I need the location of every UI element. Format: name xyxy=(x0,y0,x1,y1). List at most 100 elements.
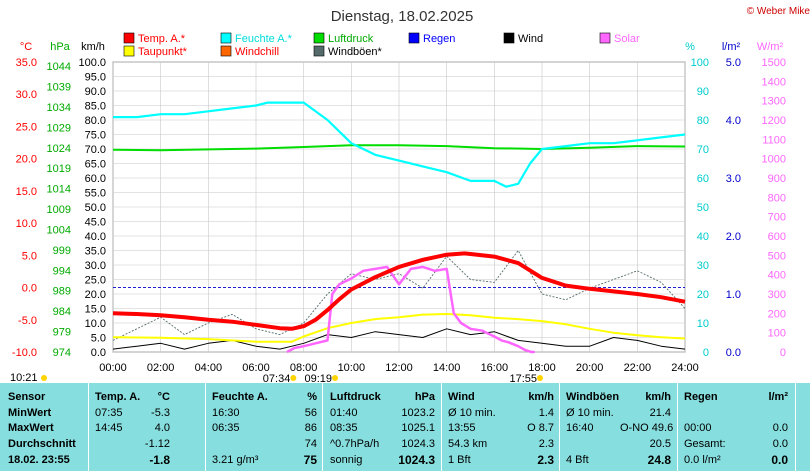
axis-tick-pressure: 984 xyxy=(53,306,71,318)
sun-time-1: 09:19 xyxy=(305,373,333,383)
statistics-table: Sensor Temp. A. °C Feuchte A.% Luftdruck hPa W… xyxy=(0,383,810,471)
legend-label-pressure: Luftdruck xyxy=(328,33,374,45)
axis-tick-humidity: 80 xyxy=(697,115,709,127)
axis-tick-pressure: 989 xyxy=(53,286,71,298)
axis-tick-solar: 400 xyxy=(768,270,786,282)
axis-tick-wind: 45.0 xyxy=(85,217,106,229)
axis-tick-rain: 5.0 xyxy=(726,57,741,69)
axis-tick-wind: 55.0 xyxy=(85,188,106,200)
x-tick-label: 14:00 xyxy=(433,362,461,374)
table-header-row: Sensor Temp. A. °C Feuchte A.% Luftdruck hPa W… xyxy=(0,390,810,405)
legend-label-windchill: Windchill xyxy=(235,46,279,58)
table-header-cell: km/h xyxy=(645,391,671,403)
table-cell: 74 xyxy=(304,438,317,450)
x-tick-label: 20:00 xyxy=(576,362,604,374)
table-header-cell: Windböen xyxy=(566,391,620,403)
table-header-cell: % xyxy=(307,391,317,403)
x-tick-label: 06:00 xyxy=(242,362,270,374)
axis-tick-pressure: 1034 xyxy=(47,102,71,114)
x-tick-label: 16:00 xyxy=(481,362,509,374)
table-header-cell: Temp. A. xyxy=(95,391,141,403)
table-cell: 2.3 xyxy=(537,453,554,467)
x-axis: 00:00 02:00 04:00 06:00 08:00 10:00 12:00 14:00… xyxy=(99,362,699,374)
axis-tick-solar: 700 xyxy=(768,212,786,224)
legend-label-temp: Temp. A.* xyxy=(138,33,186,45)
x-tick-label: 24:00 xyxy=(671,362,699,374)
table-cell: -5.3 xyxy=(151,407,170,419)
axis-tick-wind: 75.0 xyxy=(85,130,106,142)
table-cell: 21.4 xyxy=(649,407,671,419)
table-cell: 07:35 xyxy=(95,407,123,419)
axis-tick-pressure: 1004 xyxy=(47,224,71,236)
axis-tick-temp: -10.0 xyxy=(12,347,37,359)
legend-label-humidity: Feuchte A.* xyxy=(235,33,293,45)
table-separator xyxy=(677,383,678,471)
axis-tick-wind: 0.0 xyxy=(91,347,106,359)
table-separator xyxy=(322,383,323,471)
axis-tick-temp: 10.0 xyxy=(16,218,37,230)
table-cell: Gesamt: xyxy=(684,438,726,450)
axis-tick-rain: 3.0 xyxy=(726,173,741,185)
legend-label-solar: Solar xyxy=(614,33,640,45)
table-cell: Ø 10 min. xyxy=(448,407,496,419)
sun-markers: 07:34 09:19 17:55 10:21 xyxy=(10,372,544,383)
table-header-cell: Feuchte A. xyxy=(212,391,268,403)
axis-tick-temp: 15.0 xyxy=(16,186,37,198)
chart-title: Dienstag, 18.02.2025 xyxy=(331,8,474,25)
table-cell: 2.3 xyxy=(538,438,554,450)
series-pressure xyxy=(112,144,686,152)
axis-tick-pressure: 1024 xyxy=(47,143,71,155)
table-cell: sonnig xyxy=(330,454,363,466)
series-dewpoint xyxy=(112,313,686,343)
axis-tick-wind: 70.0 xyxy=(85,144,106,156)
table-separator xyxy=(441,383,442,471)
table-row-label: MaxWert xyxy=(8,422,54,434)
table-cell: 1.4 xyxy=(538,407,554,419)
table-header-cell: l/m² xyxy=(768,391,788,403)
legend-swatch-solar xyxy=(599,32,611,44)
table-cell: 0.0 xyxy=(772,422,788,434)
axis-tick-solar: 800 xyxy=(768,192,786,204)
axis-tick-solar: 500 xyxy=(768,250,786,262)
axis-tick-wind: 100.0 xyxy=(78,57,106,69)
table-cell: 16:30 xyxy=(212,407,240,419)
table-separator xyxy=(559,383,560,471)
axis-tick-pressure: 979 xyxy=(53,327,71,339)
series-humidity xyxy=(113,101,686,188)
sun-time-0: 07:34 xyxy=(263,373,291,383)
legend-swatch-rain xyxy=(408,32,420,44)
axis-tick-solar: 600 xyxy=(768,231,786,243)
axis-tick-wind: 80.0 xyxy=(85,115,106,127)
axis-tick-wind: 10.0 xyxy=(85,318,106,330)
table-cell: -1.12 xyxy=(144,438,170,450)
axis-tick-solar: 0 xyxy=(780,347,786,359)
axis-tick-solar: 1400 xyxy=(762,76,786,88)
table-cell: 86 xyxy=(304,422,317,434)
legend-swatch-wind xyxy=(503,32,515,44)
table-cell: 00:00 xyxy=(684,422,712,434)
axis-tick-pressure: 1029 xyxy=(47,122,71,134)
table-cell: Ø 10 min. xyxy=(566,407,614,419)
legend-swatch-dew xyxy=(123,45,135,57)
axis-title-wind: km/h xyxy=(81,41,105,53)
table-cell: 0.0 xyxy=(772,438,788,450)
table-row-label: 18.02. 23:55 xyxy=(8,454,70,466)
table-cell: 54.3 km xyxy=(448,438,488,450)
weather-chart: Dienstag, 18.02.2025 © Weber Mike Temp. … xyxy=(10,6,810,383)
table-cell: 16:40 xyxy=(566,422,594,434)
table-cell: 0.0 xyxy=(771,453,788,467)
axis-tick-pressure: 999 xyxy=(53,245,71,257)
left-time-marker: 10:21 xyxy=(10,372,38,383)
x-tick-label: 08:00 xyxy=(290,362,318,374)
table-cell: 75 xyxy=(303,453,317,467)
table-header-cell: °C xyxy=(157,391,170,403)
table-cell: 20.5 xyxy=(649,438,671,450)
axis-tick-wind: 90.0 xyxy=(85,86,106,98)
axis-tick-wind: 25.0 xyxy=(85,275,106,287)
axis-tick-temp: 5.0 xyxy=(22,250,37,262)
table-header-cell: hPa xyxy=(414,391,435,403)
legend-swatch-gust xyxy=(313,45,325,57)
table-cell: ^0.7hPa/h xyxy=(330,438,380,450)
table-cell: 4.0 xyxy=(154,422,170,434)
axis-tick-pressure: 1044 xyxy=(47,61,71,73)
